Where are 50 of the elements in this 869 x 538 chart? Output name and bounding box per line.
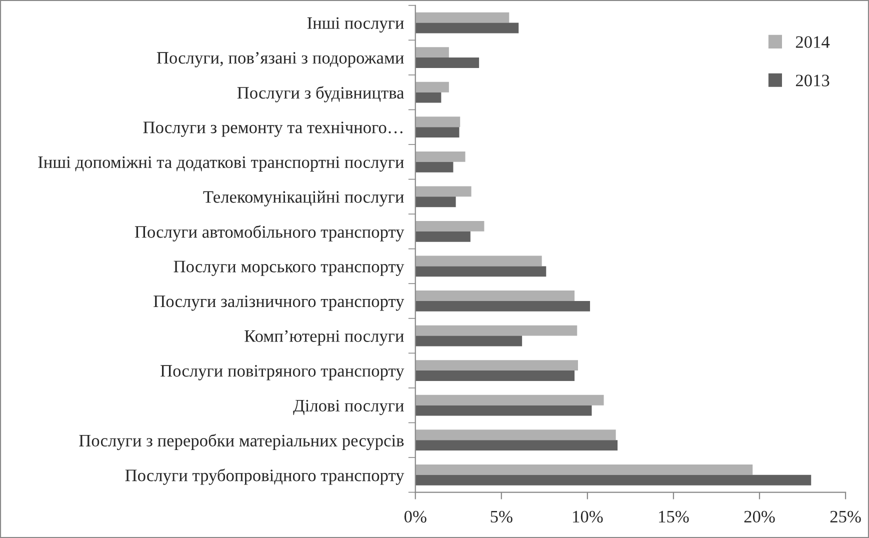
y-tick-label: Послуги трубопровідного транспорту [125, 468, 404, 485]
bar [415, 290, 575, 301]
x-tick-label: 20% [744, 510, 775, 523]
x-tick-label: 25% [830, 510, 861, 523]
y-tick-label: Послуги морського транспорту [174, 260, 404, 276]
bar [415, 266, 546, 277]
bar [415, 12, 510, 23]
bar [415, 440, 618, 451]
legend-label: 2013 [796, 74, 830, 86]
y-tick-label: Послуги з переробки матеріальних ресурсів [79, 434, 404, 450]
legend-label: 2014 [796, 36, 830, 48]
bar [415, 151, 466, 162]
bar [415, 196, 456, 208]
bar [415, 300, 590, 312]
x-tick-label: 15% [659, 510, 689, 523]
bar [415, 360, 578, 371]
y-tick-label: Ділові послуги [293, 400, 404, 416]
bar [415, 82, 449, 92]
y-tick-label: Послуги залізничного транспорту [154, 295, 404, 311]
bar [415, 127, 460, 138]
bar [415, 430, 616, 440]
bar [415, 336, 522, 346]
bar [415, 325, 578, 336]
y-tick-label: Комп’ютерні послуги [244, 330, 404, 346]
y-tick-label: Інші допоміжні та додаткові транспортні послуги [38, 156, 404, 172]
x-tick-label: 0% [404, 510, 426, 523]
bar [415, 92, 442, 103]
y-tick-label: Послуги, пов’язані з подорожами [156, 52, 404, 68]
y-tick-label: Послуги автомобільного транспорту [134, 225, 404, 242]
x-tick-label: 5% [490, 510, 512, 523]
y-tick-label: Послуги з будівництва [237, 86, 404, 102]
y-tick-label: Послуги з ремонту та технічного… [143, 122, 402, 137]
bar [415, 47, 449, 58]
y-tick-label: Послуги повітряного транспорту [160, 365, 404, 380]
bar [415, 370, 575, 381]
y-tick-label: Інші послуги [307, 17, 404, 33]
bar [415, 58, 480, 68]
bar [415, 405, 592, 416]
bar [415, 394, 604, 406]
bar [415, 221, 484, 232]
bar [415, 22, 519, 34]
bar [415, 474, 812, 486]
bar [415, 464, 753, 475]
bar [415, 162, 454, 172]
bar [415, 256, 542, 266]
bar [415, 186, 472, 197]
y-tick-label: Телекомунікаційні послуги [203, 190, 404, 206]
bar [415, 231, 470, 242]
x-tick-label: 10% [573, 510, 603, 523]
bar [415, 116, 460, 128]
